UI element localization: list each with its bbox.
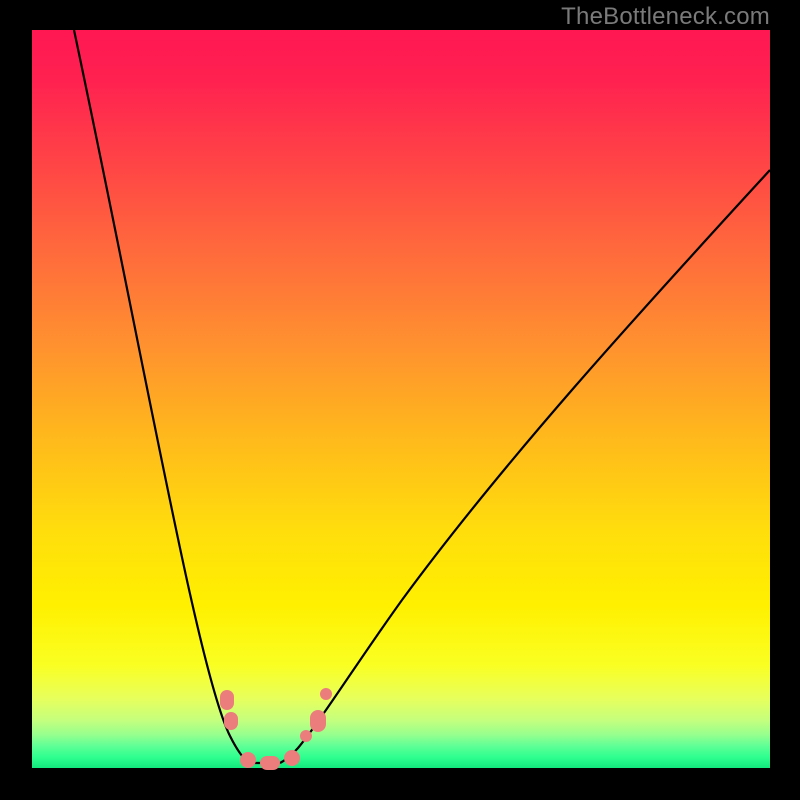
data-marker <box>260 756 280 770</box>
data-marker <box>284 750 300 766</box>
data-marker <box>320 688 332 700</box>
data-marker <box>300 730 312 742</box>
data-marker <box>224 712 238 730</box>
plot-area <box>32 30 770 768</box>
data-marker <box>220 690 234 710</box>
plot-background <box>32 30 770 768</box>
chart-container: TheBottleneck.com <box>0 0 800 800</box>
plot-svg <box>32 30 770 768</box>
watermark-text: TheBottleneck.com <box>561 3 770 31</box>
data-marker <box>310 710 326 732</box>
data-marker <box>240 752 256 768</box>
